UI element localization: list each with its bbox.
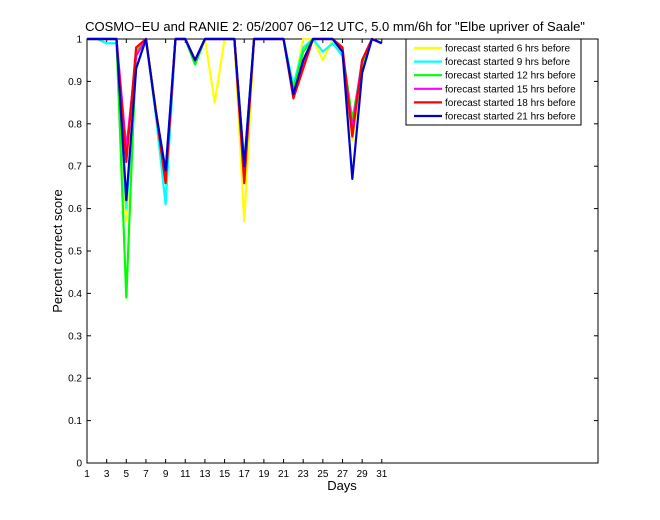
x-tick-label: 13 [199, 469, 211, 480]
y-tick-label: 0.2 [68, 374, 82, 385]
y-tick-label: 0 [76, 459, 82, 470]
x-axis-label: Days [327, 478, 357, 493]
x-tick-label: 11 [180, 469, 191, 480]
y-tick-label: 0.6 [68, 204, 82, 215]
legend-label: forecast started 21 hrs before [445, 112, 576, 123]
legend-label: forecast started 6 hrs before [445, 44, 571, 55]
x-tick-label: 25 [317, 469, 329, 480]
legend-box [405, 38, 582, 126]
series-line [87, 37, 383, 202]
x-tick-label: 17 [239, 469, 251, 480]
x-tick-label: 31 [376, 469, 388, 480]
series-lines [87, 37, 383, 299]
legend-label: forecast started 9 hrs before [445, 57, 571, 68]
x-tick-label: 3 [104, 469, 110, 480]
y-tick-label: 0.5 [68, 247, 82, 258]
chart-title: COSMO−EU and RANIE 2: 05/2007 06−12 UTC,… [85, 19, 585, 34]
y-tick-label: 0.7 [68, 162, 82, 173]
x-tick-label: 23 [298, 469, 310, 480]
x-tick-label: 19 [258, 469, 270, 480]
legend-label: forecast started 12 hrs before [445, 71, 576, 82]
y-tick-label: 0.1 [68, 416, 82, 427]
x-tick-label: 5 [124, 469, 130, 480]
x-tick-label: 21 [278, 469, 290, 480]
x-tick-label: 9 [163, 469, 169, 480]
x-tick-label: 7 [143, 469, 149, 480]
y-axis-label: Percent correct score [50, 189, 65, 313]
legend-label: forecast started 15 hrs before [445, 84, 576, 95]
axis-ticks: 1 3 5 7 9 11 13 15 17 19 21 23 25 27 29 3100.10.20.30.4… [68, 35, 598, 480]
x-tick-label: 1 [84, 469, 90, 480]
y-tick-label: 0.9 [68, 77, 82, 88]
y-tick-label: 0.3 [68, 331, 82, 342]
x-tick-label: 29 [357, 469, 369, 480]
legend-label: forecast started 18 hrs before [445, 98, 576, 109]
x-tick-label: 15 [219, 469, 231, 480]
y-tick-label: 0.4 [68, 289, 82, 300]
y-tick-label: 1 [76, 35, 82, 46]
x-tick-label: 27 [337, 469, 349, 480]
y-tick-label: 0.8 [68, 119, 82, 130]
legend: forecast started 6 hrs before forecast st… [405, 38, 582, 126]
